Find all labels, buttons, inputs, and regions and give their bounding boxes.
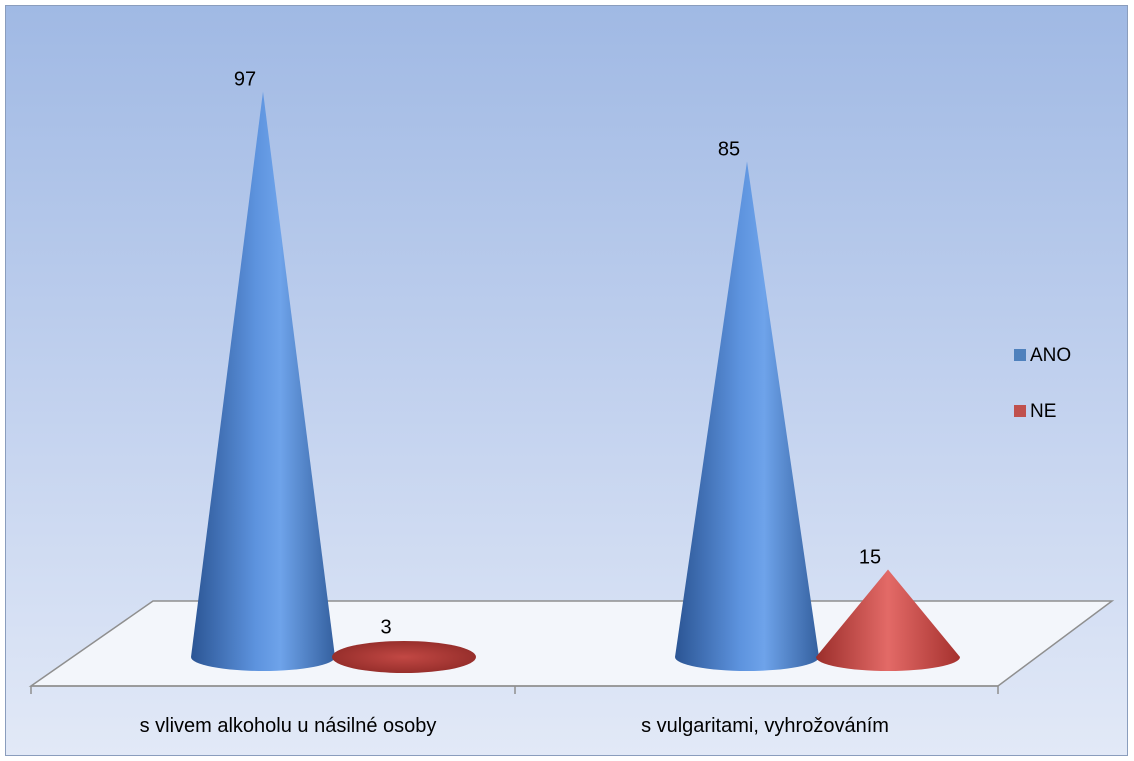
data-label: 85	[718, 138, 740, 160]
legend-swatch-ano	[1014, 349, 1026, 361]
cone-ano-2	[675, 161, 819, 671]
category-label: s vulgaritami, vyhrožováním	[641, 715, 889, 737]
legend-swatch-ne	[1014, 405, 1026, 417]
cone-chart: 97 3 s vlivem alkoholu u násilné osoby 85 15…	[28, 68, 1115, 737]
cone-ano-1	[191, 91, 335, 672]
legend-label-ne: NE	[1030, 401, 1056, 422]
legend-label-ano: ANO	[1030, 345, 1071, 366]
data-label: 3	[380, 617, 391, 639]
category-label: s vlivem alkoholu u násilné osoby	[140, 715, 437, 737]
data-label: 15	[859, 547, 881, 569]
legend: ANO NE	[1014, 345, 1071, 422]
data-label: 97	[234, 68, 256, 90]
cone-ne-1	[332, 641, 476, 673]
chart-area: 97 3 s vlivem alkoholu u násilné osoby 85 15…	[5, 5, 1128, 756]
cone-ne-2	[816, 569, 960, 671]
